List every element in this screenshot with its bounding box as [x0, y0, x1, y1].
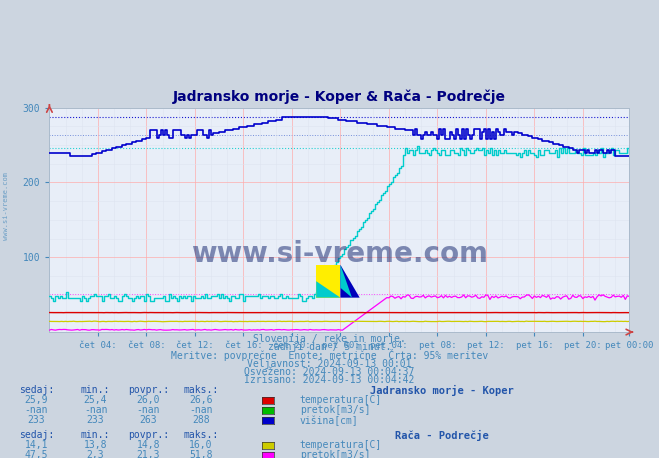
Text: pretok[m3/s]: pretok[m3/s]: [300, 405, 370, 415]
Text: 25,4: 25,4: [84, 395, 107, 405]
Polygon shape: [341, 265, 360, 298]
Bar: [316, 265, 341, 298]
Text: sedaj:: sedaj:: [18, 385, 54, 395]
Text: maks.:: maks.:: [183, 430, 219, 440]
Text: povpr.:: povpr.:: [128, 385, 169, 395]
Polygon shape: [341, 265, 352, 298]
Text: višina[cm]: višina[cm]: [300, 415, 358, 425]
Polygon shape: [316, 281, 341, 298]
Text: 13,8: 13,8: [84, 440, 107, 450]
Text: -nan: -nan: [84, 405, 107, 415]
Text: Meritve: povprečne  Enote: metrične  Črta: 95% meritev: Meritve: povprečne Enote: metrične Črta:…: [171, 349, 488, 361]
Text: Osveženo: 2024-09-13 00:04:37: Osveženo: 2024-09-13 00:04:37: [244, 367, 415, 377]
Text: 14,8: 14,8: [136, 440, 160, 450]
Text: -nan: -nan: [136, 405, 160, 415]
Text: Slovenija / reke in morje.: Slovenija / reke in morje.: [253, 334, 406, 344]
Text: 233: 233: [28, 415, 45, 425]
Text: pretok[m3/s]: pretok[m3/s]: [300, 450, 370, 458]
Text: min.:: min.:: [81, 385, 110, 395]
Text: 26,6: 26,6: [189, 395, 213, 405]
Text: min.:: min.:: [81, 430, 110, 440]
Text: sedaj:: sedaj:: [18, 430, 54, 440]
Text: Rača - Podrečje: Rača - Podrečje: [395, 430, 488, 441]
Text: temperatura[C]: temperatura[C]: [300, 440, 382, 450]
Text: 25,9: 25,9: [24, 395, 48, 405]
Text: zadnji dan / 5 minut.: zadnji dan / 5 minut.: [268, 342, 391, 352]
Text: 14,1: 14,1: [24, 440, 48, 450]
Text: -nan: -nan: [24, 405, 48, 415]
Text: Izrisano: 2024-09-13 00:04:42: Izrisano: 2024-09-13 00:04:42: [244, 375, 415, 385]
Text: 47,5: 47,5: [24, 450, 48, 458]
Text: Veljavnost: 2024-09-13 00:01: Veljavnost: 2024-09-13 00:01: [247, 359, 412, 369]
Text: 26,0: 26,0: [136, 395, 160, 405]
Text: 288: 288: [192, 415, 210, 425]
Text: 2,3: 2,3: [87, 450, 104, 458]
Text: temperatura[C]: temperatura[C]: [300, 395, 382, 405]
Text: Jadransko morje - Koper: Jadransko morje - Koper: [370, 385, 513, 396]
Text: 263: 263: [140, 415, 157, 425]
Text: 21,3: 21,3: [136, 450, 160, 458]
Title: Jadransko morje - Koper & Rača - Podrečje: Jadransko morje - Koper & Rača - Podrečj…: [173, 89, 506, 104]
Text: -nan: -nan: [189, 405, 213, 415]
Text: povpr.:: povpr.:: [128, 430, 169, 440]
Text: maks.:: maks.:: [183, 385, 219, 395]
Text: 16,0: 16,0: [189, 440, 213, 450]
Text: 51,8: 51,8: [189, 450, 213, 458]
Text: 233: 233: [87, 415, 104, 425]
Text: www.si-vreme.com: www.si-vreme.com: [3, 172, 9, 240]
Text: www.si-vreme.com: www.si-vreme.com: [191, 240, 488, 267]
